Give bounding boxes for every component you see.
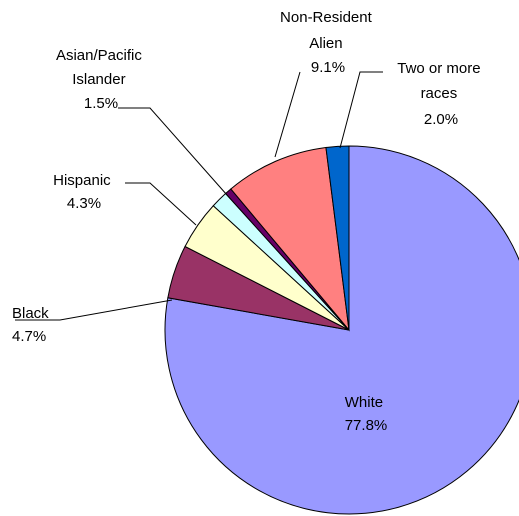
pie-slice-two-or-more-races	[325, 145, 350, 331]
leader-line-asian	[118, 107, 228, 196]
pie-slice-white	[164, 145, 519, 515]
label-black: Black 4.7%	[12, 305, 53, 345]
pie-slices	[164, 145, 519, 515]
leader-line-black	[15, 299, 173, 321]
label-hispanic: Hispanic 4.3%	[53, 172, 115, 212]
leader-line-hispanic	[125, 182, 197, 226]
leader-line-two-or-more	[339, 71, 383, 149]
pie-slice-non-resident-alien	[230, 146, 350, 332]
label-asian-pacific-islander: Asian/Pacific Islander 1.5%	[56, 47, 146, 112]
label-white: White 77.8%	[345, 394, 388, 434]
label-two-or-more-races: Two or more races 2.0%	[397, 60, 485, 128]
leader-line-non-resident-alien	[274, 71, 301, 158]
label-non-resident-alien: Non-Resident Alien 9.1%	[280, 9, 376, 76]
